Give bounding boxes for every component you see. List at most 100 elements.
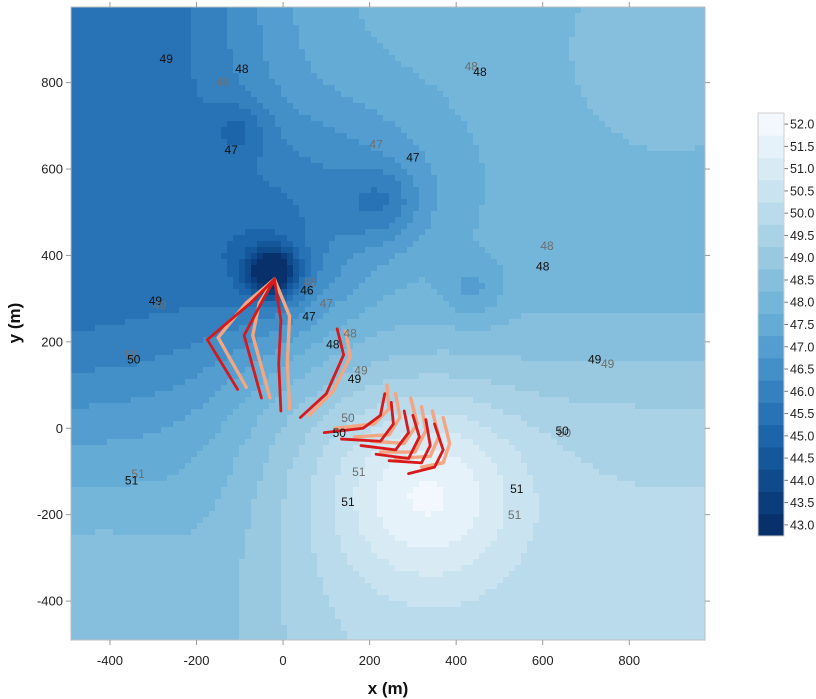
y-tick-label: 0: [56, 421, 63, 436]
contour-label-10: 46: [303, 276, 317, 290]
contour-label-31: 51: [341, 495, 355, 509]
x-tick-label: -400: [97, 653, 123, 668]
track-line-dark-red-1: [242, 277, 276, 400]
contour-label-0: 49: [160, 52, 174, 66]
colorbar-label: 52.0: [790, 118, 814, 132]
x-tick-label: 400: [445, 653, 467, 668]
colorbar-swatch: [758, 402, 784, 426]
contour-label-21: 49: [348, 372, 362, 386]
colorbar-swatch: [758, 380, 784, 403]
axes: -400 -200 0 200 400 600 800 -400 -200 0 200 400 600 8…: [37, 2, 710, 668]
y-tick-label: 400: [41, 248, 63, 263]
colorbar-label: 49.0: [790, 251, 814, 265]
contour-label-4: 48: [473, 65, 487, 79]
y-axis-title: y (m): [5, 303, 24, 344]
colorbar-swatch: [758, 357, 784, 381]
track-line-salmon-5: [352, 392, 402, 439]
colorbar-label: 46.5: [790, 363, 814, 377]
contour-label-19: 50: [127, 352, 141, 366]
track-line-dark-red-8: [387, 418, 432, 465]
colorbar-swatch: [758, 469, 784, 492]
track-line-dark-red-4: [322, 392, 387, 435]
x-tick-label: 200: [359, 653, 381, 668]
tracks: [205, 277, 452, 476]
colorbar-swatch: [758, 291, 784, 314]
contour-label-6: 47: [369, 138, 383, 152]
colorbar-label: 51.0: [790, 162, 814, 176]
contour-label-11: 46: [300, 283, 314, 297]
x-axis-title: x (m): [368, 679, 409, 698]
colorbar-swatch: [758, 224, 784, 248]
colorbar-swatch: [758, 202, 784, 225]
y-tick-label: 800: [41, 75, 63, 90]
colorbar-label: 47.0: [790, 340, 814, 354]
track-line-salmon-3: [307, 329, 352, 418]
contour-label-20: 49: [354, 363, 368, 377]
colorbar-swatch: [758, 424, 784, 448]
contour-label-22: 49: [588, 352, 602, 366]
track-line-salmon-6: [370, 396, 419, 446]
colorbar-frame: [757, 112, 785, 537]
colorbar-label: 44.0: [790, 474, 814, 488]
colorbar-label: 44.5: [790, 452, 814, 466]
colorbar-swatch: [758, 113, 784, 136]
contour-label-23: 49: [601, 357, 615, 371]
track-line-salmon-2: [272, 277, 292, 411]
contour-label-2: 48: [216, 75, 230, 89]
colorbar-swatch: [758, 491, 784, 515]
contour-label-16: 48: [343, 327, 357, 341]
y-tick-label: -200: [37, 507, 63, 522]
colorbar-label: 51.5: [790, 140, 814, 154]
track-line-dark-red-9: [407, 422, 445, 476]
colorbar-label: 50.0: [790, 207, 814, 221]
contour-label-18: 50: [125, 348, 139, 362]
colorbar-swatch: [758, 513, 784, 537]
colorbar-label: 50.5: [790, 184, 814, 198]
contour-label-30: 51: [352, 465, 366, 479]
colorbar-label: 43.0: [790, 518, 814, 532]
track-line-salmon-4: [333, 383, 391, 430]
contour-label-12: 47: [320, 296, 334, 310]
colorbar-swatch: [758, 157, 784, 181]
contour-label-3: 48: [465, 60, 479, 74]
colorbar-label: 48.0: [790, 296, 814, 310]
contour-label-8: 48: [540, 239, 554, 253]
colorbar-label: 45.5: [790, 407, 814, 421]
y-tick-label: -400: [37, 594, 63, 609]
plot-frame: [70, 6, 706, 641]
track-line-dark-red-0: [205, 277, 276, 391]
colorbar-swatch: [758, 179, 784, 203]
colorbar-label: 46.0: [790, 385, 814, 399]
contour-label-9: 48: [536, 260, 550, 274]
track-line-dark-red-3: [298, 327, 346, 419]
x-tick-label: 0: [279, 653, 286, 668]
colorbar-swatch: [758, 335, 784, 359]
track-line-salmon-7: [378, 404, 428, 454]
x-tick-label: -200: [183, 653, 209, 668]
track-line-dark-red-7: [374, 413, 421, 460]
track-line-dark-red-5: [340, 400, 395, 443]
colorbar-swatch: [758, 446, 784, 470]
colorbar-label: 49.5: [790, 229, 814, 243]
contour-label-28: 51: [131, 467, 145, 481]
colorbar-label: 47.5: [790, 318, 814, 332]
contour-label-33: 51: [508, 508, 522, 522]
contour-label-14: 49: [149, 294, 163, 308]
colorbar-swatch: [758, 135, 784, 159]
colorbar-swatch: [758, 268, 784, 292]
x-tick-label: 800: [618, 653, 640, 668]
colorbar: 43.0 43.5 44.0 44.5 45.0 45.5 46.0 46.5 47.0 47.5…: [757, 112, 814, 537]
contour-label-1: 48: [235, 62, 249, 76]
track-line-salmon-9: [419, 415, 452, 469]
contour-label-29: 51: [125, 473, 139, 487]
contour-label-13: 47: [302, 309, 316, 323]
contour-label-17: 48: [326, 337, 340, 351]
contour-label-26: 50: [558, 426, 572, 440]
colorbar-label: 43.5: [790, 496, 814, 510]
track-line-dark-red-6: [359, 409, 410, 452]
contour-label-32: 51: [510, 482, 524, 496]
contour-label-7: 47: [406, 150, 420, 164]
